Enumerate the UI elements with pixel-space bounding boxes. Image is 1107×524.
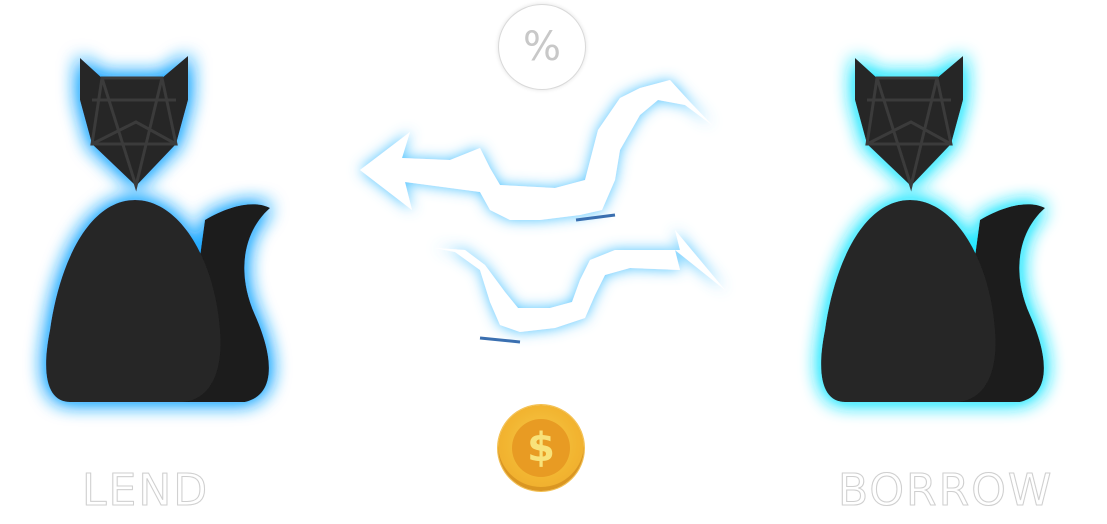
exchange-arrows-icon (340, 70, 740, 360)
dollar-symbol: $ (527, 425, 555, 471)
borrow-fox-figure (805, 40, 1075, 430)
coin-inner: $ (512, 419, 570, 477)
percent-icon: % (498, 4, 586, 90)
lend-fox-figure (30, 40, 300, 430)
dollar-coin-icon: $ (498, 405, 584, 491)
lend-label: LEND (81, 465, 210, 517)
borrow-label: BORROW (837, 465, 1054, 517)
percent-symbol: % (522, 24, 561, 70)
